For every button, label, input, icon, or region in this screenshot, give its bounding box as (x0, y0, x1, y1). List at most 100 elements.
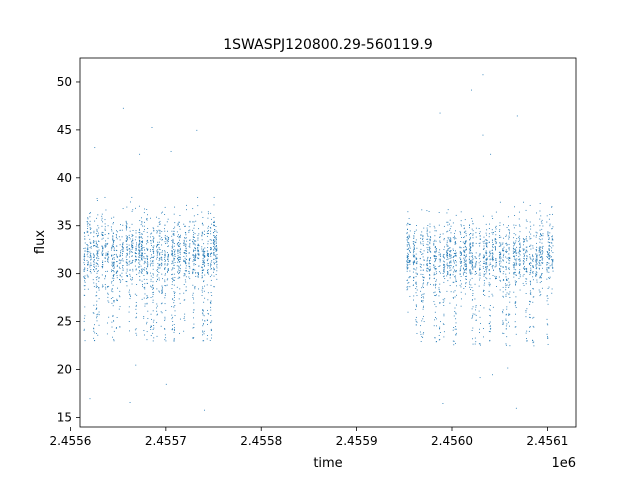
data-point (84, 247, 86, 249)
data-point (207, 335, 208, 337)
data-point (140, 265, 142, 267)
data-point (508, 256, 510, 258)
data-point (201, 246, 203, 248)
data-point (136, 312, 138, 314)
data-point (508, 249, 510, 251)
data-point (216, 263, 218, 265)
data-point (213, 261, 215, 263)
data-point (408, 281, 410, 283)
data-point (529, 246, 531, 247)
data-point (192, 260, 194, 262)
data-point (129, 294, 131, 296)
data-point (143, 275, 145, 276)
data-point (125, 256, 127, 258)
data-point (538, 247, 540, 249)
data-point (160, 311, 162, 313)
data-point (459, 273, 461, 275)
data-point (542, 233, 544, 235)
data-point (89, 238, 91, 240)
data-point (455, 254, 457, 256)
data-point (536, 232, 538, 234)
data-point (104, 233, 106, 235)
data-point (112, 245, 114, 247)
data-point (93, 256, 94, 258)
data-point (502, 242, 504, 244)
data-point (515, 313, 516, 315)
data-point (426, 260, 428, 262)
data-point (95, 246, 97, 248)
data-point (183, 225, 185, 227)
data-point (513, 252, 515, 253)
data-point (483, 290, 485, 291)
data-point (165, 337, 167, 339)
data-point (474, 265, 476, 267)
data-point (426, 233, 428, 235)
data-point (465, 241, 467, 243)
data-point (495, 262, 497, 264)
data-point (192, 241, 194, 243)
data-point (127, 275, 128, 277)
data-point (158, 257, 160, 259)
data-point (214, 237, 215, 238)
data-point (483, 240, 485, 242)
data-point (513, 248, 515, 250)
data-point (210, 239, 212, 241)
data-point (194, 257, 196, 259)
data-point (489, 278, 491, 280)
data-point (173, 233, 175, 234)
data-point (515, 264, 517, 266)
data-point (423, 282, 425, 284)
data-point (152, 285, 154, 287)
data-point (141, 259, 143, 261)
data-point (421, 287, 423, 289)
data-point (140, 224, 142, 226)
data-point (509, 297, 511, 298)
data-point (203, 259, 205, 261)
data-point (426, 238, 428, 240)
data-point (525, 311, 527, 313)
data-point (463, 228, 465, 230)
data-point (188, 230, 190, 232)
data-point (184, 273, 186, 275)
data-point (116, 275, 118, 277)
data-point (539, 225, 541, 227)
data-point (530, 293, 532, 295)
data-point (151, 256, 153, 258)
data-point (164, 294, 166, 296)
data-point (115, 237, 117, 238)
data-point (526, 270, 527, 272)
data-point (422, 276, 424, 278)
data-point (128, 248, 130, 250)
data-point (147, 248, 149, 250)
data-point (197, 205, 199, 207)
data-point (536, 256, 537, 258)
data-point (415, 272, 417, 274)
data-point (471, 299, 473, 301)
data-point (529, 317, 531, 319)
data-point (525, 251, 527, 253)
data-point (549, 214, 551, 215)
data-point (506, 280, 508, 281)
data-point (126, 276, 128, 277)
data-point (201, 248, 203, 250)
data-point (93, 282, 95, 284)
data-point (105, 255, 107, 257)
data-point (93, 304, 95, 306)
data-point (173, 249, 175, 250)
data-point (471, 255, 473, 257)
data-point (526, 267, 528, 269)
data-point (185, 245, 187, 247)
data-point (552, 270, 554, 272)
data-point (442, 273, 444, 275)
data-point (201, 266, 203, 268)
data-point (483, 260, 485, 262)
data-point (420, 300, 422, 302)
data-point (453, 238, 455, 240)
data-point (526, 251, 528, 253)
data-point (514, 303, 516, 305)
data-point (112, 297, 114, 299)
data-point (502, 311, 503, 313)
data-point (126, 236, 128, 238)
data-point (455, 214, 457, 216)
data-point (171, 253, 173, 255)
